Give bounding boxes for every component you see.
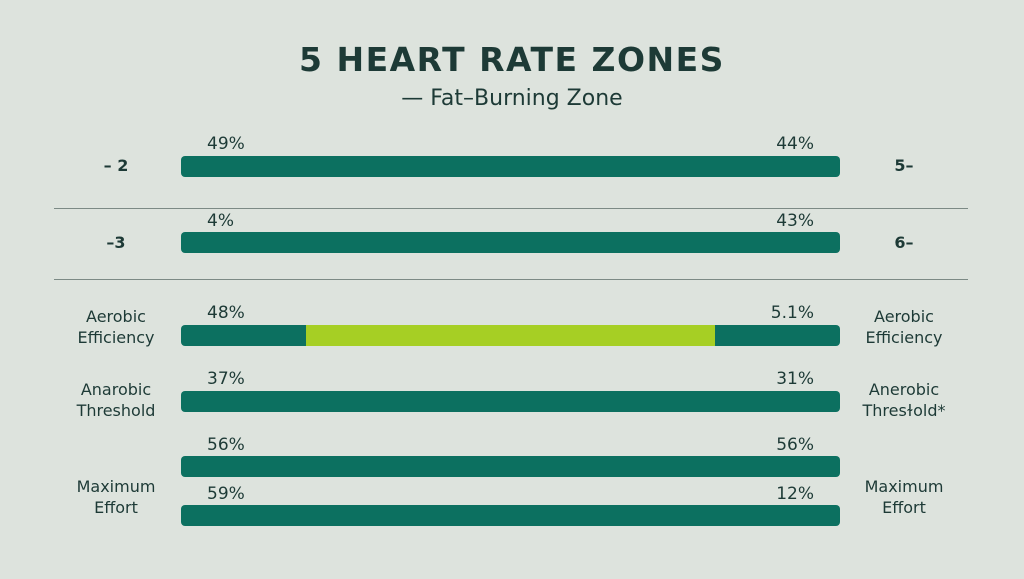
right-label-6: Maximum Effort	[864, 477, 944, 517]
right-value-2: 43%	[776, 211, 814, 231]
fat-burning-highlight	[306, 325, 715, 346]
divider-1	[54, 208, 968, 209]
zone-bar-4	[181, 391, 840, 412]
right-value-4: 31%	[776, 369, 814, 389]
chart-subtitle: — Fat–Burning Zone	[401, 86, 623, 111]
left-value-4: 37%	[207, 369, 245, 389]
right-label-2: 6–	[894, 233, 914, 252]
left-value-1: 49%	[207, 134, 245, 154]
right-value-1: 44%	[776, 134, 814, 154]
left-label-4: Anarobic Threshold	[76, 380, 156, 420]
right-value-3: 5.1%	[770, 303, 814, 323]
right-label-4: Anerobic Thresɫold*	[862, 380, 946, 420]
divider-2	[54, 279, 968, 280]
zone-bar-2	[181, 232, 840, 253]
zone-bar-5	[181, 456, 840, 477]
zone-bar-3	[181, 325, 840, 346]
right-label-3: Aerobic Efficiency	[865, 307, 943, 347]
left-value-6: 59%	[207, 484, 245, 504]
right-label-1: 5–	[894, 156, 914, 175]
left-label-1: – 2	[103, 156, 129, 175]
zone-bar-6	[181, 505, 840, 526]
left-value-5: 56%	[207, 435, 245, 455]
zone-bar-1	[181, 156, 840, 177]
left-value-2: 4%	[207, 211, 234, 231]
left-label-3: Aerobic Efficiency	[77, 307, 155, 347]
left-label-2: –3	[106, 233, 126, 252]
right-value-5: 56%	[776, 435, 814, 455]
left-value-3: 48%	[207, 303, 245, 323]
left-label-6: Maximum Effort	[76, 477, 156, 517]
chart-title: 5 HEART RATE ZONES	[299, 40, 725, 79]
right-value-6: 12%	[776, 484, 814, 504]
